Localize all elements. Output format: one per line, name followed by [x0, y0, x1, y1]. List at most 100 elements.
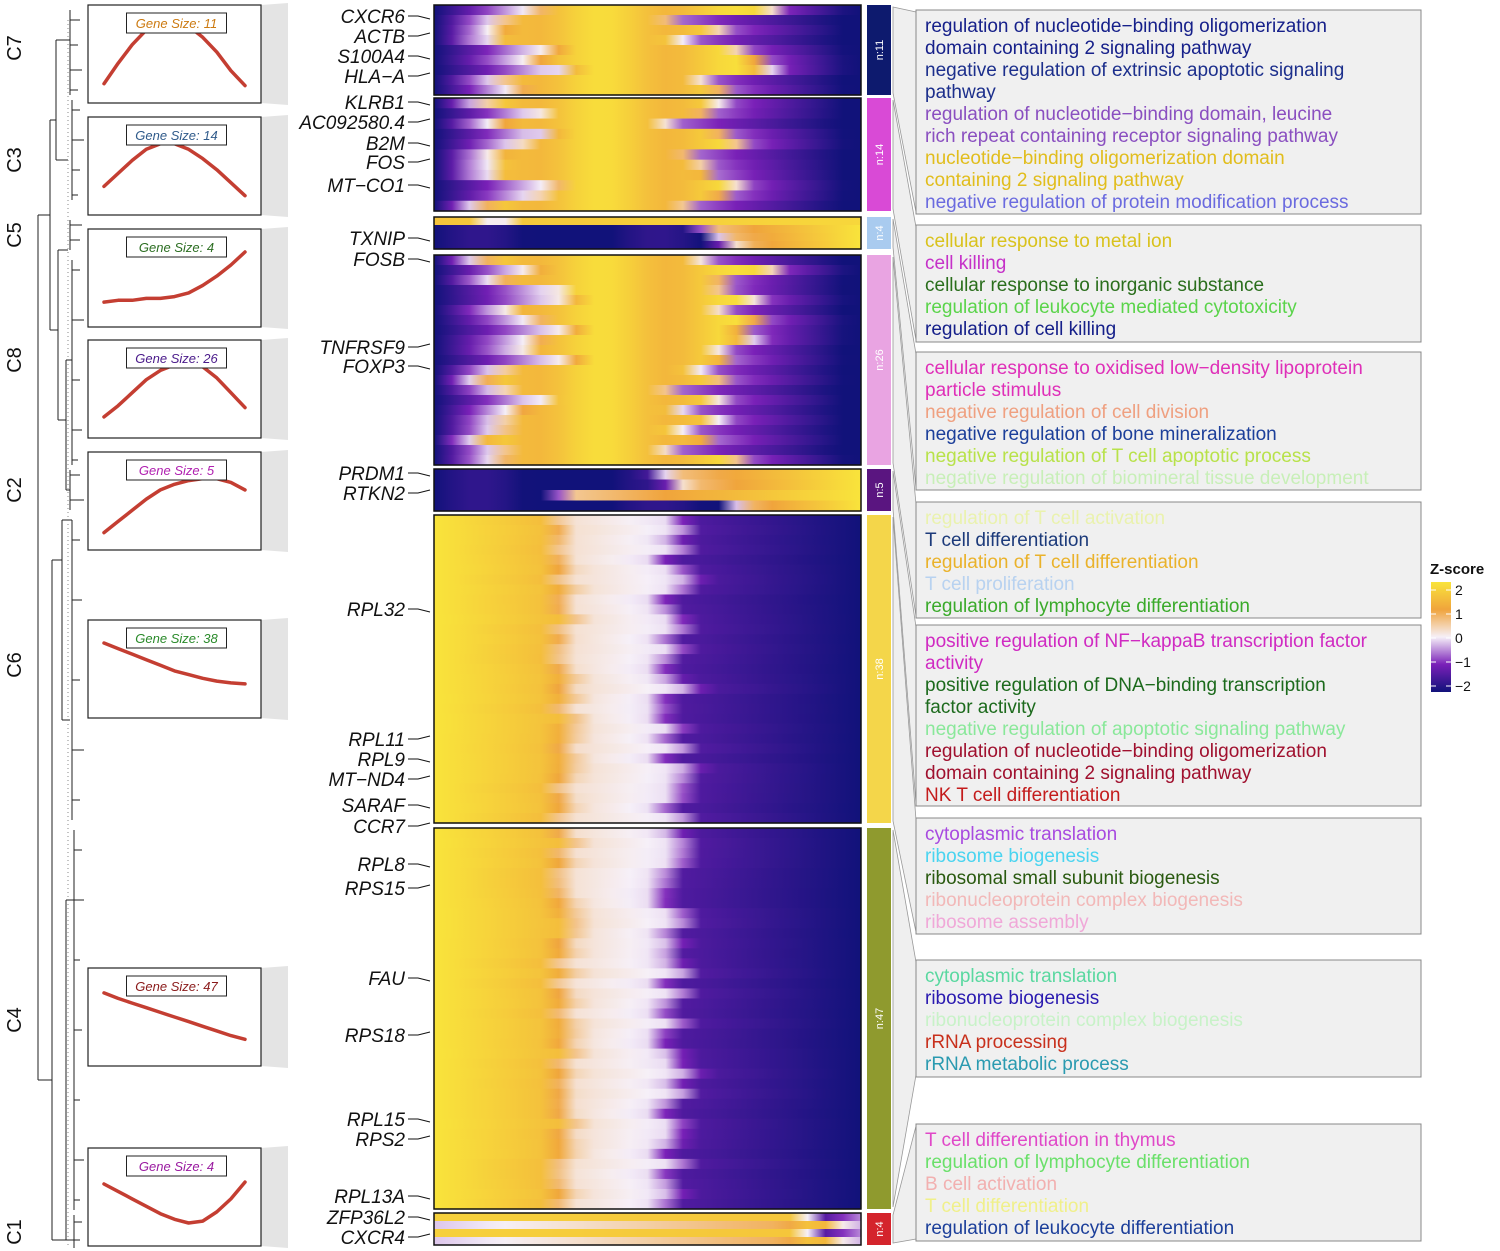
go-term: activity [925, 653, 984, 674]
heatmap-row [434, 793, 861, 804]
heatmap-row [434, 838, 861, 849]
gene-label-leader [408, 1233, 431, 1238]
heatmap-row [434, 1221, 861, 1230]
profile-panel-c6: Gene Size: 38 [87, 618, 288, 720]
gene-label: MT−ND4 [328, 770, 405, 791]
heatmap-row [434, 45, 861, 56]
gene-label: FOS [366, 153, 405, 174]
profile-connector [261, 338, 288, 440]
heatmap-row [434, 445, 861, 456]
gene-size-label: Gene Size: 5 [139, 463, 215, 478]
legend-tick-label: 1 [1455, 606, 1463, 622]
heatmap-row [434, 325, 861, 336]
heatmap-row [434, 908, 861, 919]
profile-connector [261, 618, 288, 720]
gene-label-leader [408, 884, 431, 889]
gene-label-leader [408, 142, 431, 147]
go-term: ribosome assembly [925, 912, 1089, 933]
go-term: negative regulation of apoptotic signali… [925, 719, 1346, 740]
go-term: positive regulation of NF−kappaB transcr… [925, 631, 1368, 652]
gene-label: AC092580.4 [298, 113, 405, 134]
heatmap-row [434, 305, 861, 316]
heatmap-row [434, 574, 861, 586]
cluster-count-label: n:4 [874, 1221, 886, 1236]
heatmap-row [434, 1088, 861, 1100]
cluster-labels: C7 C3 C5 C8 C2 C6 C4 C1 [4, 35, 26, 1245]
go-term: cellular response to metal ion [925, 231, 1172, 252]
profile-panel-c1: Gene Size: 4 [87, 1146, 288, 1248]
gene-label: TXNIP [349, 229, 405, 250]
gene-label-leader [408, 1118, 431, 1123]
legend-tick-label: −1 [1455, 654, 1471, 670]
gene-label-leader [408, 822, 431, 827]
heatmap-block-c8 [433, 254, 862, 466]
go-term: cell killing [925, 253, 1006, 274]
gene-size-label: Gene Size: 38 [135, 631, 218, 646]
gene-size-box [126, 347, 227, 369]
heatmap-row [434, 479, 861, 491]
cluster-count-label: n:11 [874, 40, 886, 61]
cluster-count-label: n:14 [874, 144, 886, 165]
heatmap-row [434, 1213, 861, 1222]
cluster-id-label: C8 [4, 347, 26, 373]
cluster-bar-c7 [867, 5, 891, 95]
go-panel-c5: cellular response to oxidised low−densit… [892, 218, 1422, 491]
gene-label-leader [408, 608, 431, 613]
heatmap-row [434, 15, 861, 26]
heatmap-row [434, 1078, 861, 1090]
heatmap-row [434, 634, 861, 645]
heatmap-row [434, 365, 861, 376]
gene-label-leader [408, 72, 431, 77]
cluster-id-label: C2 [4, 477, 26, 503]
gene-label: CCR7 [353, 817, 406, 838]
heatmap-block-c1 [433, 1212, 862, 1246]
heatmap-row [434, 415, 861, 426]
gene-label: TNFRSF9 [320, 338, 406, 359]
profile-panel-c8: Gene Size: 26 [87, 338, 288, 440]
gene-label: SARAF [342, 796, 407, 817]
gene-label-leader [408, 863, 431, 868]
profile-panel-c2: Gene Size: 5 [87, 450, 288, 552]
legend-title: Z-score [1430, 561, 1484, 578]
gene-label-leader [408, 118, 431, 123]
heatmap-row [434, 355, 861, 366]
heatmap-row [434, 295, 861, 306]
go-term: rich repeat containing receptor signalin… [925, 126, 1338, 147]
go-box [915, 624, 1422, 807]
heatmap-row [434, 968, 861, 979]
heatmap-block-c2 [433, 468, 862, 512]
heatmap-row [434, 1198, 861, 1210]
trend-line [102, 250, 247, 304]
cluster-bar-c1 [867, 1213, 891, 1245]
heatmap-row [434, 1168, 861, 1180]
heatmap-row [434, 1229, 861, 1238]
go-term: domain containing 2 signaling pathway [925, 38, 1252, 59]
go-term: negative regulation of protein modificat… [925, 192, 1349, 213]
gene-label-leader [408, 184, 431, 189]
go-term: regulation of lymphocyte differentiation [925, 596, 1250, 617]
gene-label-leader [408, 977, 431, 982]
heatmap-row [434, 1068, 861, 1080]
heatmap-row [434, 55, 861, 66]
heatmap-row [434, 515, 861, 526]
gene-label: MT−CO1 [327, 176, 405, 197]
heatmap-row [434, 524, 861, 536]
heatmap-row [434, 664, 861, 675]
gene-label: B2M [366, 134, 405, 155]
gene-size-label: Gene Size: 4 [139, 1159, 214, 1174]
go-term: ribosome biogenesis [925, 988, 1099, 1009]
gene-label: CXCR4 [341, 1228, 405, 1249]
legend-tick-label: 0 [1455, 630, 1463, 646]
gene-size-label: Gene Size: 26 [135, 351, 218, 366]
heatmap-row [434, 868, 861, 879]
go-term: ribosomal small subunit biogenesis [925, 868, 1220, 889]
heatmap-row [434, 1138, 861, 1150]
profile-connector [261, 3, 288, 105]
heatmap-row [434, 1118, 861, 1130]
heatmap-body [433, 4, 862, 1246]
heatmap-row [434, 594, 861, 606]
heatmap-row [434, 425, 861, 436]
